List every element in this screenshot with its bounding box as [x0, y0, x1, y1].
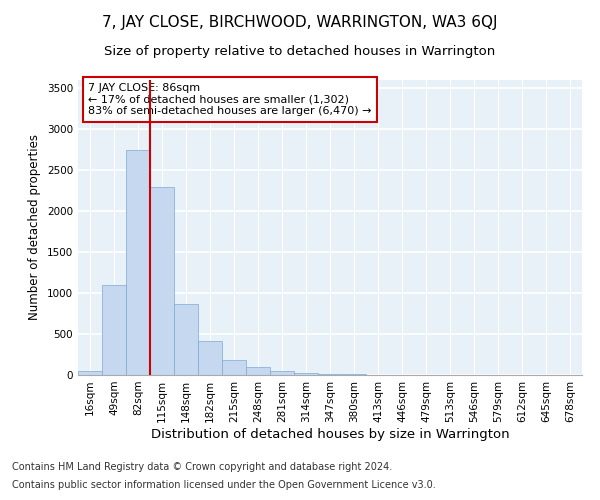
Bar: [318, 374, 342, 375]
Bar: [342, 374, 366, 375]
Bar: [270, 371, 294, 375]
Text: 7 JAY CLOSE: 86sqm
← 17% of detached houses are smaller (1,302)
83% of semi-deta: 7 JAY CLOSE: 86sqm ← 17% of detached hou…: [88, 83, 371, 116]
Bar: [174, 304, 198, 375]
Text: Size of property relative to detached houses in Warrington: Size of property relative to detached ho…: [104, 45, 496, 58]
X-axis label: Distribution of detached houses by size in Warrington: Distribution of detached houses by size …: [151, 428, 509, 440]
Bar: [222, 360, 246, 375]
Text: 7, JAY CLOSE, BIRCHWOOD, WARRINGTON, WA3 6QJ: 7, JAY CLOSE, BIRCHWOOD, WARRINGTON, WA3…: [102, 15, 498, 30]
Bar: [198, 340, 222, 375]
Bar: [78, 371, 102, 375]
Text: Contains public sector information licensed under the Open Government Licence v3: Contains public sector information licen…: [12, 480, 436, 490]
Text: Contains HM Land Registry data © Crown copyright and database right 2024.: Contains HM Land Registry data © Crown c…: [12, 462, 392, 472]
Bar: [102, 285, 126, 375]
Y-axis label: Number of detached properties: Number of detached properties: [28, 134, 41, 320]
Bar: [126, 150, 150, 375]
Bar: [150, 186, 174, 375]
Bar: [294, 372, 318, 375]
Bar: [246, 367, 270, 375]
